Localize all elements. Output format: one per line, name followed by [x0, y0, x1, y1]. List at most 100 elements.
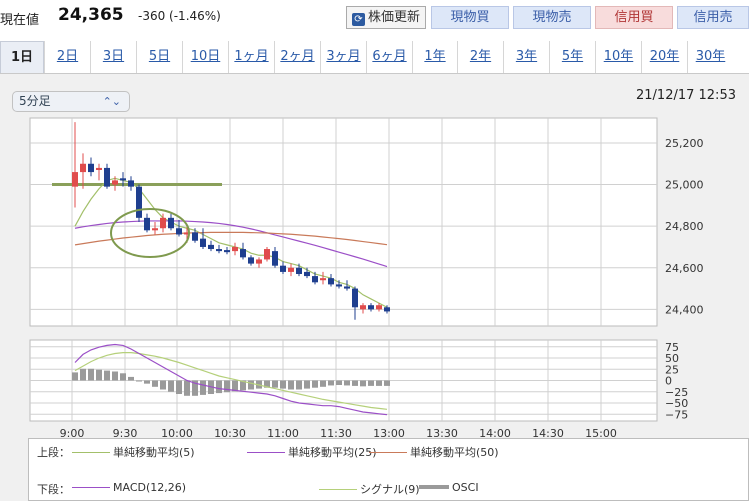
candle-body	[120, 178, 126, 181]
cash-sell-button[interactable]: 現物売	[513, 6, 591, 29]
upper-ytick-label: 25,200	[665, 137, 704, 150]
margin-buy-button[interactable]: 信用買	[595, 6, 673, 29]
candle-body	[320, 278, 326, 281]
signal-line	[74, 352, 388, 410]
osci-bar	[320, 380, 326, 387]
osci-bar	[112, 371, 118, 381]
osci-bar	[200, 380, 206, 395]
refresh-quote-button[interactable]: ⟳ 株価更新	[346, 6, 426, 29]
legend-swatch	[247, 452, 285, 453]
tab-1[interactable]: 2日	[44, 41, 90, 73]
xtick-label: 10:00	[161, 427, 193, 440]
candle-body	[72, 172, 78, 187]
osci-bar	[72, 372, 78, 381]
cash-buy-button[interactable]: 現物買	[431, 6, 509, 29]
tab-0[interactable]: 1日	[0, 41, 44, 73]
osci-bar	[136, 380, 142, 382]
osci-bar	[304, 380, 310, 389]
legend-sma5-label: 単純移動平均(5)	[113, 446, 195, 459]
tab-4[interactable]: 10日	[182, 41, 228, 73]
candle-body	[168, 217, 174, 229]
osci-bar	[280, 380, 286, 389]
candle-body	[296, 267, 302, 274]
lower-ytick-label: 50	[665, 352, 679, 365]
legend-osci: OSCI	[419, 481, 479, 494]
lower-ytick-label: 25	[665, 363, 679, 376]
tab-11[interactable]: 3年	[503, 41, 549, 73]
osci-bar	[384, 380, 390, 386]
legend-sma25-label: 単純移動平均(25)	[288, 446, 377, 459]
candle-body	[304, 271, 310, 277]
candle-body	[128, 180, 134, 187]
osci-bar	[240, 380, 246, 391]
tab-7[interactable]: 3ヶ月	[320, 41, 366, 73]
annotation-ellipse	[110, 208, 190, 258]
legend-upper-label: 上段：	[37, 446, 70, 459]
candle-body	[176, 228, 182, 235]
osci-bar	[192, 380, 198, 396]
overlay-line-2	[74, 231, 388, 246]
candle-body	[288, 267, 294, 272]
xtick-label: 15:00	[585, 427, 617, 440]
xtick-label: 11:30	[320, 427, 352, 440]
current-price-label: 現在値	[0, 13, 40, 28]
tab-5[interactable]: 1ヶ月	[228, 41, 274, 73]
xtick-label: 10:30	[214, 427, 246, 440]
osci-bar	[96, 369, 102, 381]
current-price: 24,365	[58, 5, 124, 25]
candle-body	[112, 180, 118, 185]
candle-body	[144, 217, 150, 231]
tab-13[interactable]: 10年	[595, 41, 641, 73]
osci-bar	[120, 373, 126, 381]
xtick-label: 9:30	[113, 427, 138, 440]
tab-9[interactable]: 1年	[412, 41, 457, 73]
interval-select[interactable]: 5分足 ⌃⌄	[12, 91, 130, 112]
osci-bar	[160, 380, 166, 390]
osci-bar	[224, 380, 230, 393]
refresh-icon: ⟳	[351, 13, 365, 26]
lower-ytick-label: −25	[665, 386, 688, 399]
tab-12[interactable]: 5年	[549, 41, 595, 73]
legend-swatch	[369, 452, 407, 453]
tab-14[interactable]: 20年	[641, 41, 687, 73]
lower-ytick-label: 75	[665, 341, 679, 354]
tab-15[interactable]: 30年	[687, 41, 733, 73]
interval-select-value: 5分足	[19, 94, 51, 108]
legend-sma5: 単純移動平均(5)	[72, 444, 195, 460]
candle-body	[224, 250, 230, 253]
tab-2[interactable]: 3日	[90, 41, 136, 73]
tab-6[interactable]: 2ヶ月	[274, 41, 320, 73]
xtick-label: 13:00	[373, 427, 405, 440]
upper-ytick-label: 24,800	[665, 220, 704, 233]
tab-10[interactable]: 2年	[457, 41, 503, 73]
candle-body	[368, 305, 374, 310]
legend-sma50: 単純移動平均(50)	[369, 444, 499, 460]
overlay-line-0	[74, 177, 388, 308]
upper-ytick-label: 24,400	[665, 303, 704, 316]
osci-bar	[360, 380, 366, 387]
lower-ytick-label: 0	[665, 375, 672, 388]
candle-body	[208, 244, 214, 250]
osci-bar	[296, 380, 302, 390]
candle-body	[384, 307, 390, 312]
overlay-line-1	[74, 220, 388, 268]
margin-sell-button[interactable]: 信用売	[677, 6, 749, 29]
legend-swatch	[72, 452, 110, 453]
chart-legend: 上段： 単純移動平均(5) 単純移動平均(25) 単純移動平均(50) 下段： …	[28, 438, 749, 501]
candle-body	[312, 276, 318, 283]
candle-body	[216, 249, 222, 252]
osci-bar	[152, 380, 158, 387]
tab-8[interactable]: 6ヶ月	[366, 41, 412, 73]
candle-body	[272, 251, 278, 266]
price-change: -360 (-1.46%)	[138, 9, 221, 23]
lower-ytick-label: −50	[665, 397, 688, 410]
legend-signal: シグナル(9)	[319, 481, 420, 497]
candle-body	[264, 249, 270, 260]
osci-bar	[144, 380, 150, 384]
upper-ytick-label: 25,000	[665, 179, 704, 192]
candle-body	[280, 265, 286, 272]
upper-ytick-label: 24,600	[665, 262, 704, 275]
tab-3[interactable]: 5日	[136, 41, 182, 73]
candle-body	[328, 278, 334, 285]
